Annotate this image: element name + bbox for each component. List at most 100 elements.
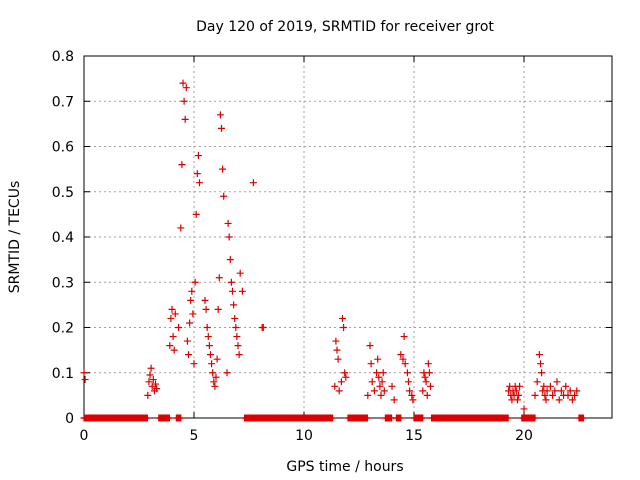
data-point [531,414,539,422]
x-axis-label: GPS time / hours [286,459,403,475]
data-point [424,360,432,368]
data-point [207,351,214,359]
data-point [513,396,521,404]
y-tick-label: 0.3 [52,275,74,291]
data-point [376,382,384,390]
data-point [363,414,371,422]
tick-labels: 0 5 10 15 20 0 0.1 0.2 0.3 0.4 0.5 0.6 0.7 0.8 [52,49,533,444]
data-point [171,310,179,318]
data-point [177,414,185,422]
data-point [335,387,343,395]
data-point [541,391,549,399]
data-point [540,382,548,390]
data-point [179,79,187,87]
data-point [234,342,242,350]
data-point [167,314,175,322]
data-point [259,324,267,331]
data-point [177,224,185,232]
data-point [215,274,223,282]
data-point [419,387,427,395]
data-point [538,369,546,377]
data-point [403,369,411,377]
data-point [331,382,339,390]
data-point [537,360,544,368]
data-point [542,396,550,404]
data-point [187,296,195,304]
data-point [367,360,375,368]
data-point [178,161,186,169]
data-point [143,414,151,422]
data-point [535,351,543,359]
data-point [562,382,570,390]
data-point [189,310,197,318]
data-point [406,387,414,395]
data-point [146,371,154,379]
data-point [401,360,409,368]
data-point [549,391,557,399]
data-point [375,373,383,381]
data-point [236,269,244,277]
data-point [169,333,177,341]
data-point [193,170,201,178]
data-point [399,355,407,363]
data-point [409,396,417,404]
data-point [220,192,228,200]
data-point [181,115,189,123]
data-point [194,152,202,160]
data-point [515,391,522,399]
data-point [232,324,240,331]
grid-lines [84,56,612,418]
data-point [378,378,386,386]
data-point [226,256,234,264]
data-point [425,369,433,377]
data-point [213,355,221,363]
data-point [190,360,198,368]
data-point [233,333,241,341]
y-tick-label: 0.8 [52,49,74,65]
data-point [571,391,579,399]
x-tick-label: 15 [405,428,423,444]
data-point [334,355,342,363]
y-tick-label: 0.5 [52,185,74,201]
data-point [332,337,340,345]
data-point [147,364,155,372]
data-point [370,387,378,395]
data-point [149,376,157,384]
data-point [366,342,374,350]
data-point [202,305,210,313]
data-point [419,414,427,422]
data-point [504,414,512,422]
data-point [564,391,572,399]
x-tick-label: 5 [190,428,199,444]
data-point [390,396,398,404]
data-point [211,382,219,390]
data-point [579,414,587,422]
data-point [144,391,152,399]
data-point [341,369,349,377]
data-point [557,387,565,395]
data-point [191,278,199,286]
data-point [408,391,416,399]
data-point [210,378,218,386]
data-point [329,414,337,422]
data-point [208,360,216,368]
y-tick-label: 0.1 [52,366,74,382]
data-point [205,342,213,350]
data-point [203,324,211,331]
chart-title: Day 120 of 2019, SRMTID for receiver gro… [196,19,494,35]
data-point [512,387,520,395]
data-point [153,385,161,393]
data-point [249,179,257,187]
data-point [373,369,381,377]
data-point [185,351,192,359]
data-point [216,111,224,119]
data-point [224,219,232,227]
axis-ticks [83,55,612,419]
data-point [368,378,376,386]
data-point [188,287,196,295]
data-point [182,84,190,92]
data-point [218,124,225,132]
data-point [168,305,176,313]
data-point [225,233,233,241]
